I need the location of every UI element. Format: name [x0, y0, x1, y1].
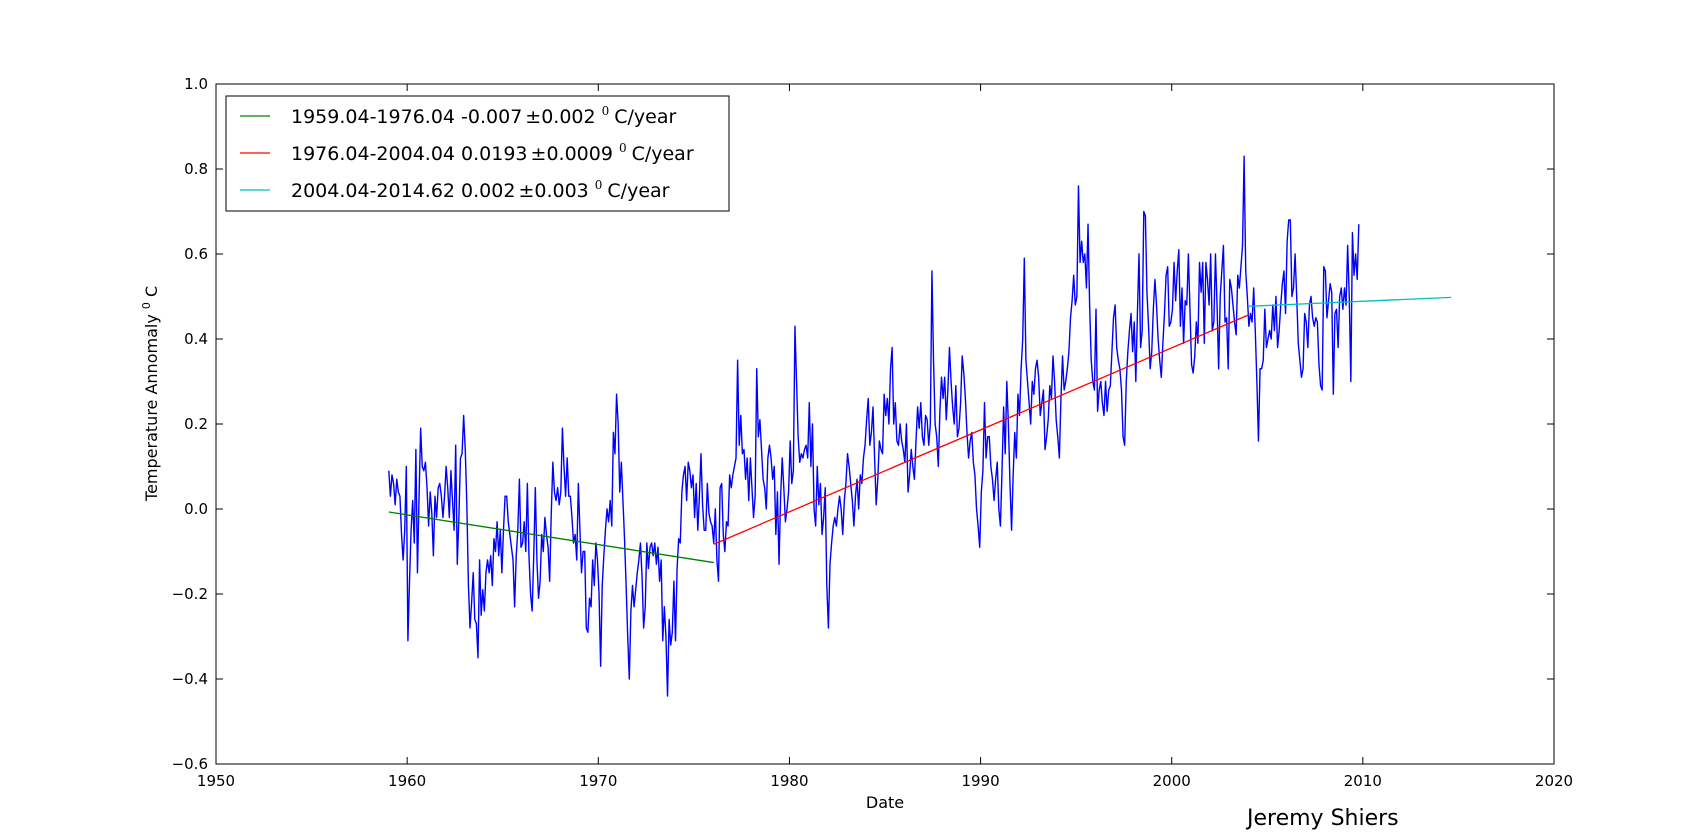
y-tick-label: −0.6: [172, 755, 208, 773]
y-tick-label: −0.4: [172, 670, 208, 688]
y-axis-label-unit: C: [142, 286, 161, 297]
legend: 1959.04-1976.04 -0.007 ±0.002 0 C/year 1976.…: [225, 95, 730, 212]
plot-area: [388, 155, 1452, 697]
trend-line-1: [388, 511, 714, 564]
x-tick-label: 1950: [197, 772, 235, 790]
y-tick-label: 0.0: [184, 500, 208, 518]
trend-line-3: [1248, 296, 1452, 307]
y-tick-label: −0.2: [172, 585, 208, 603]
y-axis-label: Temperature Annomaly 0 C: [135, 286, 161, 502]
x-tick-label: 1990: [961, 772, 999, 790]
legend-entry-label: 1959.04-1976.04 -0.007 ±0.002 0 C/year: [291, 104, 677, 128]
series-layer: [388, 155, 1452, 697]
y-axis-label-text: Temperature Annomaly: [142, 314, 161, 502]
series-monthly-anomaly: [388, 155, 1360, 697]
y-tick-label: 0.4: [184, 330, 208, 348]
y-axis-label-sup: 0: [140, 302, 153, 309]
x-tick-label: 1960: [388, 772, 426, 790]
y-tick-label: 1.0: [184, 75, 208, 93]
trend-line-2: [713, 314, 1250, 545]
ticks-layer: 1950 1960 1970 1980 1990 2000 2010 2020 −0.6 −0.4…: [172, 75, 1574, 790]
x-tick-label: 2010: [1344, 772, 1382, 790]
x-tick-label: 1980: [770, 772, 808, 790]
x-axis-label: Date: [866, 793, 904, 812]
legend-entry-label: 2004.04-2014.62 0.002 ±0.003 0 C/year: [291, 178, 670, 202]
legend-entry-label: 1976.04-2004.04 0.0193 ±0.0009 0 C/year: [291, 141, 694, 165]
y-tick-label: 0.6: [184, 245, 208, 263]
x-tick-label: 2000: [1153, 772, 1191, 790]
author-annotation: Jeremy Shiers: [1245, 806, 1399, 831]
x-tick-label: 2020: [1535, 772, 1573, 790]
x-tick-label: 1970: [579, 772, 617, 790]
y-tick-label: 0.8: [184, 160, 208, 178]
legend-box: [225, 95, 730, 212]
y-tick-label: 0.2: [184, 415, 208, 433]
